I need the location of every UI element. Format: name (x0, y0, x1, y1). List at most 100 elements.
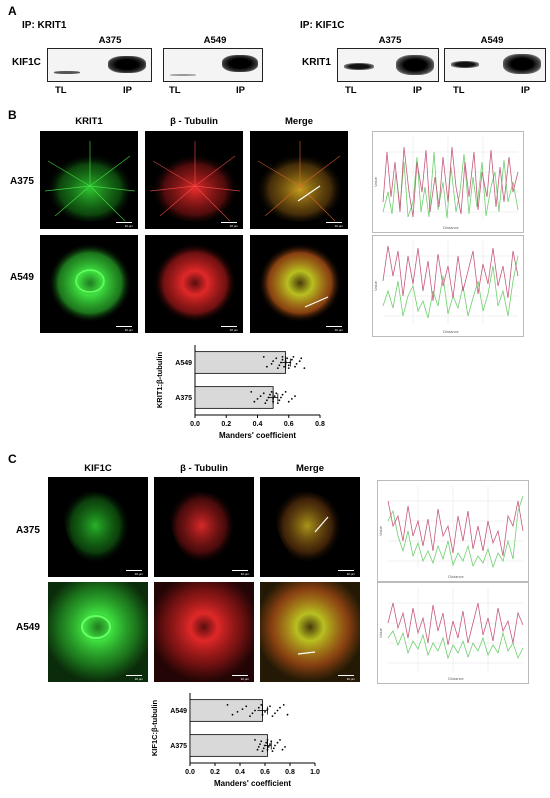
cell-image (258, 243, 342, 323)
data-point (271, 750, 274, 752)
data-point (303, 367, 306, 369)
profile-line (304, 296, 329, 308)
data-point (264, 711, 266, 713)
data-point (256, 748, 259, 751)
intensity-profile-b-a549: Distance Value (372, 235, 524, 337)
data-point (261, 750, 264, 752)
lane-label: IP (236, 85, 245, 96)
data-point (284, 746, 286, 748)
data-point (294, 395, 296, 397)
data-point (262, 356, 265, 358)
data-point (278, 399, 281, 402)
category-label: A549 (175, 360, 192, 367)
data-point (281, 393, 284, 396)
intensity-profile-c-a375: Distance Value (377, 480, 529, 582)
data-point (286, 713, 289, 716)
lane-label: IP (413, 85, 422, 96)
x-tick-label: 0.8 (285, 769, 295, 776)
western-blot-a549-krit1 (444, 48, 546, 82)
cell-image (44, 141, 136, 222)
x-tick-label: 0.2 (210, 769, 220, 776)
profile-plot: Distance Value (378, 486, 524, 579)
cell-line-a375-right: A375 (378, 35, 402, 46)
x-tick-label: 0.0 (185, 769, 195, 776)
scale-label: 10 µm (334, 328, 343, 332)
intensity-profile-c-a549: Distance Value (377, 582, 529, 684)
data-point (259, 395, 262, 397)
scale-bar (232, 674, 248, 676)
data-point (245, 705, 248, 708)
micrograph-tubulin-a375: 10 µm (145, 131, 243, 229)
data-point (283, 365, 285, 368)
cell-image (64, 491, 134, 568)
blot-band-tl (170, 74, 196, 76)
data-point (231, 713, 234, 716)
scale-bar (116, 325, 132, 327)
x-tick-label: 0.4 (235, 769, 245, 776)
micrograph-merge-a549: 10 µm (250, 235, 348, 333)
micrograph-tubulin-a549: 10 µm (145, 235, 243, 333)
scale-bar (126, 674, 142, 676)
micrograph-kif1c-a549: 10 µm (48, 582, 148, 682)
data-point (264, 402, 267, 404)
profile-plot: Distance Value (378, 588, 524, 681)
lane-label: TL (345, 85, 357, 96)
lane-label: TL (169, 85, 181, 96)
data-point (265, 365, 268, 368)
data-point (298, 360, 301, 362)
profile-line (314, 516, 329, 533)
blot-band-ip (396, 55, 434, 75)
profile-plot: Distance Value (373, 241, 519, 334)
data-point (281, 356, 284, 358)
scale-bar (221, 325, 237, 327)
data-point (295, 363, 298, 365)
cell-line-a549-left: A549 (203, 35, 227, 46)
profile-line (297, 185, 321, 202)
bar-a549 (189, 699, 263, 722)
x-tick-label: 0.6 (284, 421, 294, 428)
x-tick-label: 1.0 (310, 769, 320, 776)
blot-band-ip (108, 56, 146, 73)
scale-bar (338, 569, 354, 571)
blot-label-krit1: KRIT1 (302, 57, 331, 68)
panel-letter-b: B (8, 108, 17, 122)
data-point (253, 400, 256, 403)
y-axis-label: KIF1C:β-tubulin (150, 699, 159, 756)
data-point (279, 706, 281, 709)
micrograph-merge-a375: 10 µm (260, 477, 360, 577)
bar-a375 (189, 734, 268, 757)
data-point (276, 367, 279, 369)
data-point (269, 393, 271, 396)
data-point (265, 741, 268, 744)
scale-label: 10 µm (346, 572, 355, 576)
data-point (290, 358, 293, 361)
blot-band-tl (344, 63, 374, 70)
data-point (257, 706, 260, 709)
x-tick-label: 0.8 (315, 421, 325, 428)
row-label-a375: A375 (16, 525, 40, 536)
data-point (275, 357, 278, 360)
blot-band-tl (451, 61, 479, 68)
data-point (226, 704, 229, 706)
manders-chart-kif1c: 0.0 0.2 0.4 0.6 0.8 1.0 A549 A375 Manders' coeff… (150, 693, 320, 788)
scale-bar (116, 221, 132, 223)
profile-xlabel: Distance (448, 676, 464, 681)
data-point (281, 748, 284, 751)
data-point (270, 363, 273, 365)
data-point (273, 395, 276, 397)
data-point (265, 399, 268, 402)
data-point (281, 358, 284, 361)
data-point (272, 360, 275, 362)
data-point (276, 402, 279, 404)
data-point (267, 746, 270, 748)
cell-image (260, 582, 360, 682)
lane-label: IP (123, 85, 132, 96)
data-point (259, 743, 261, 745)
profile-xlabel: Distance (448, 574, 464, 579)
nucleus-ring (81, 615, 111, 639)
data-point (287, 364, 290, 367)
data-point (250, 391, 253, 393)
western-blot-a375-krit1 (337, 48, 439, 82)
data-point (271, 715, 274, 717)
x-tick-label: 0.6 (260, 769, 270, 776)
